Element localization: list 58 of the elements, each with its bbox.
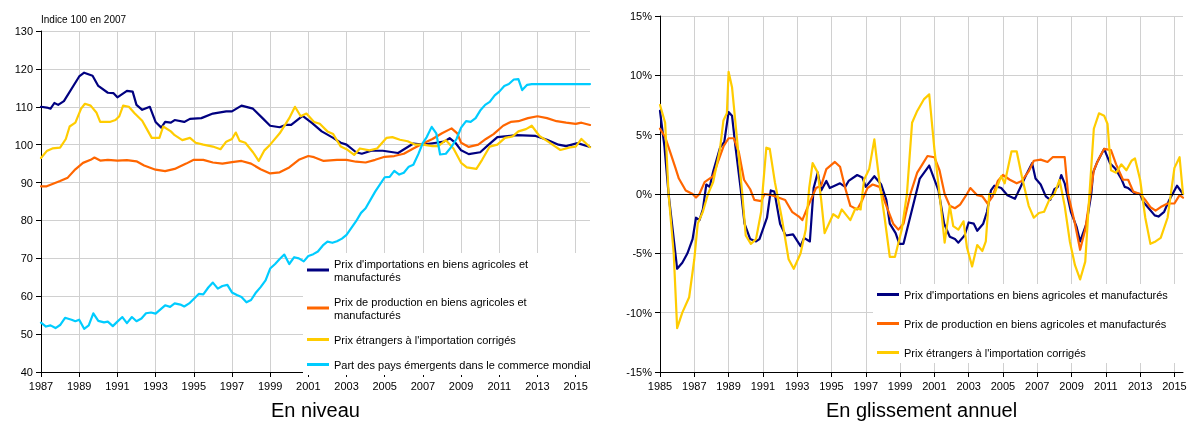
y-tick-label: 90 <box>20 176 33 189</box>
y-tick-label: 60 <box>20 290 33 303</box>
x-tick-label: 2001 <box>296 379 321 392</box>
x-tick-label: 2015 <box>1162 379 1187 392</box>
y-tick-label: -5% <box>632 247 653 260</box>
y-tick-label: 10% <box>629 69 653 82</box>
x-tick-label: 1987 <box>28 379 54 392</box>
y-tick-label: 70 <box>20 252 33 265</box>
x-tick-label: 2009 <box>448 379 474 392</box>
legend-label: Part des pays émergents dans le commerce mondial <box>334 358 591 371</box>
x-tick-label: 1991 <box>750 379 776 392</box>
x-tick-label: 2009 <box>1059 379 1084 392</box>
y-tick-label: 50 <box>20 328 33 341</box>
y-tick-label: 110 <box>15 100 33 113</box>
y-tick-label: 15% <box>629 10 653 22</box>
y-tick-label: -10% <box>626 306 653 319</box>
x-tick-label: 2003 <box>334 379 359 392</box>
x-tick-label: 2011 <box>487 379 512 392</box>
x-tick-label: 1989 <box>66 379 92 392</box>
x-tick-label: 1991 <box>105 379 130 392</box>
x-tick-label: 2005 <box>372 379 397 392</box>
x-tick-label: 1995 <box>819 379 844 392</box>
y-tick-label: 5% <box>636 128 653 141</box>
y-tick-label: -15% <box>626 366 653 378</box>
legend-label: Prix étrangers à l'importation corrigés <box>904 346 1087 359</box>
x-tick-label: 1997 <box>853 379 879 392</box>
x-tick-label: 1997 <box>219 379 245 392</box>
x-tick-label: 1993 <box>784 379 810 392</box>
x-tick-label: 1995 <box>181 379 207 392</box>
y-tick-label: 40 <box>20 366 33 378</box>
y-tick-label: 0% <box>636 188 653 200</box>
x-tick-label: 1993 <box>143 379 168 392</box>
legend-label: Prix d'importations en biens agricoles et manufacturés <box>904 288 1169 301</box>
x-tick-label: 2007 <box>1025 379 1050 392</box>
legend-label: Prix de production en biens agricoles et manufacturés <box>334 295 530 321</box>
y-tick-label: 100 <box>14 138 33 151</box>
x-axis-title: En niveau <box>271 399 360 421</box>
legend-label: Prix d'importations en biens agricoles et manufacturés <box>334 257 532 283</box>
x-tick-label: 1999 <box>887 379 913 392</box>
x-tick-label: 1985 <box>647 379 673 392</box>
legend-label: Prix de production en biens agricoles et manufacturés <box>904 317 1167 330</box>
y-tick-label: 80 <box>20 214 33 227</box>
x-axis-title: En glissement annuel <box>825 399 1018 421</box>
y-tick-label: 130 <box>14 25 33 37</box>
y-tick-label: 120 <box>14 62 33 75</box>
x-tick-label: 2001 <box>922 379 947 392</box>
y-axis-title: Indice 100 en 2007 <box>41 13 127 25</box>
x-tick-label: 2011 <box>1094 379 1118 392</box>
legend-label: Prix étrangers à l'importation corrigés <box>334 333 517 346</box>
x-tick-label: 2007 <box>410 379 436 392</box>
x-tick-label: 2013 <box>525 379 550 392</box>
x-tick-label: 2015 <box>563 379 588 392</box>
x-tick-label: 2013 <box>1127 379 1153 392</box>
x-tick-label: 1987 <box>682 379 707 392</box>
x-tick-label: 2003 <box>956 379 981 392</box>
x-tick-label: 1999 <box>257 379 283 392</box>
x-tick-label: 2005 <box>990 379 1016 392</box>
x-tick-label: 1989 <box>716 379 741 392</box>
